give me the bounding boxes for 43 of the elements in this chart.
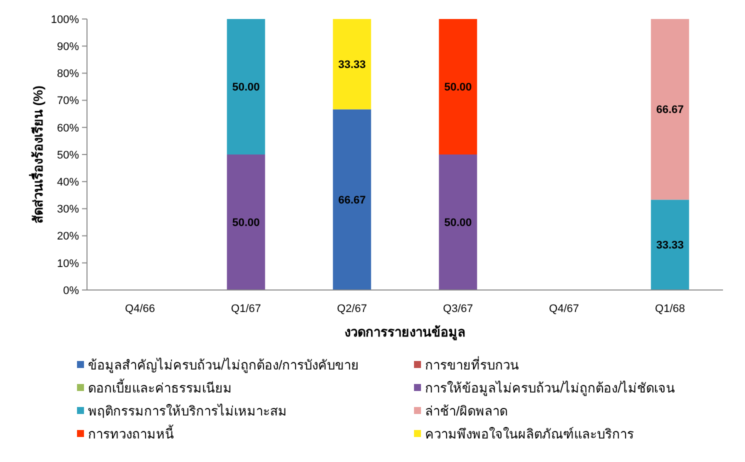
data-label: 50.00 bbox=[232, 82, 260, 94]
legend-label: ความพึงพอใจในผลิตภัณฑ์และบริการ bbox=[425, 426, 634, 442]
bar bbox=[332, 109, 372, 290]
bar bbox=[650, 19, 690, 200]
y-tick-label: 20% bbox=[56, 230, 80, 243]
y-tick-label: 40% bbox=[56, 176, 80, 188]
data-label: 50.00 bbox=[444, 217, 472, 230]
y-tick-label: 0% bbox=[63, 284, 80, 297]
legend-label: ดอกเบี้ยและค่าธรรมเนียม bbox=[88, 378, 232, 396]
y-tick-label: 100% bbox=[50, 14, 80, 26]
data-label: 33.33 bbox=[338, 59, 366, 72]
legend-label: ล่าช้า/ผิดพลาด bbox=[425, 404, 508, 419]
y-tick-label: 50% bbox=[56, 149, 80, 162]
bar bbox=[650, 200, 690, 290]
legend-label: การทวงถามหนี้ bbox=[88, 424, 174, 442]
bar bbox=[332, 19, 372, 110]
legend-label: การขายที่รบกวน bbox=[425, 356, 519, 373]
x-axis-title: งวดการรายงานข้อมูล bbox=[344, 324, 466, 341]
y-tick-label: 10% bbox=[56, 258, 80, 270]
x-tick-label: Q2/67 bbox=[337, 302, 367, 315]
legend-label: ข้อมูลสำคัญไม่ครบถ้วน/ไม่ถูกต้อง/การบังคับขาย bbox=[88, 358, 360, 374]
bar bbox=[438, 154, 478, 290]
x-tick-label: Q4/66 bbox=[125, 302, 155, 315]
data-label: 66.67 bbox=[338, 194, 366, 207]
x-tick-label: Q1/67 bbox=[231, 302, 261, 315]
data-label: 33.33 bbox=[656, 240, 684, 252]
y-tick-label: 70% bbox=[56, 95, 80, 108]
y-axis-title: สัดส่วนเรื่องร้องเรียน (%) bbox=[28, 86, 46, 224]
y-tick-label: 80% bbox=[56, 68, 80, 80]
data-label: 50.00 bbox=[232, 217, 260, 230]
y-tick-label: 30% bbox=[56, 204, 80, 216]
y-tick-label: 60% bbox=[56, 122, 80, 134]
bar bbox=[438, 19, 478, 154]
data-label: 50.00 bbox=[444, 82, 472, 94]
x-tick-label: Q1/68 bbox=[655, 302, 685, 315]
y-tick-label: 90% bbox=[56, 40, 80, 53]
x-tick-label: Q3/67 bbox=[443, 302, 473, 315]
legend-label: พฤติกรรมการให้บริการไม่เหมาะสม bbox=[88, 404, 287, 419]
x-tick-label: Q4/67 bbox=[549, 302, 579, 315]
bar bbox=[226, 19, 266, 154]
legend-label: การให้ข้อมูลไม่ครบถ้วน/ไม่ถูกต้อง/ไม่ชัดเจน bbox=[425, 380, 676, 397]
data-label: 66.67 bbox=[656, 104, 684, 116]
bar bbox=[226, 154, 266, 290]
